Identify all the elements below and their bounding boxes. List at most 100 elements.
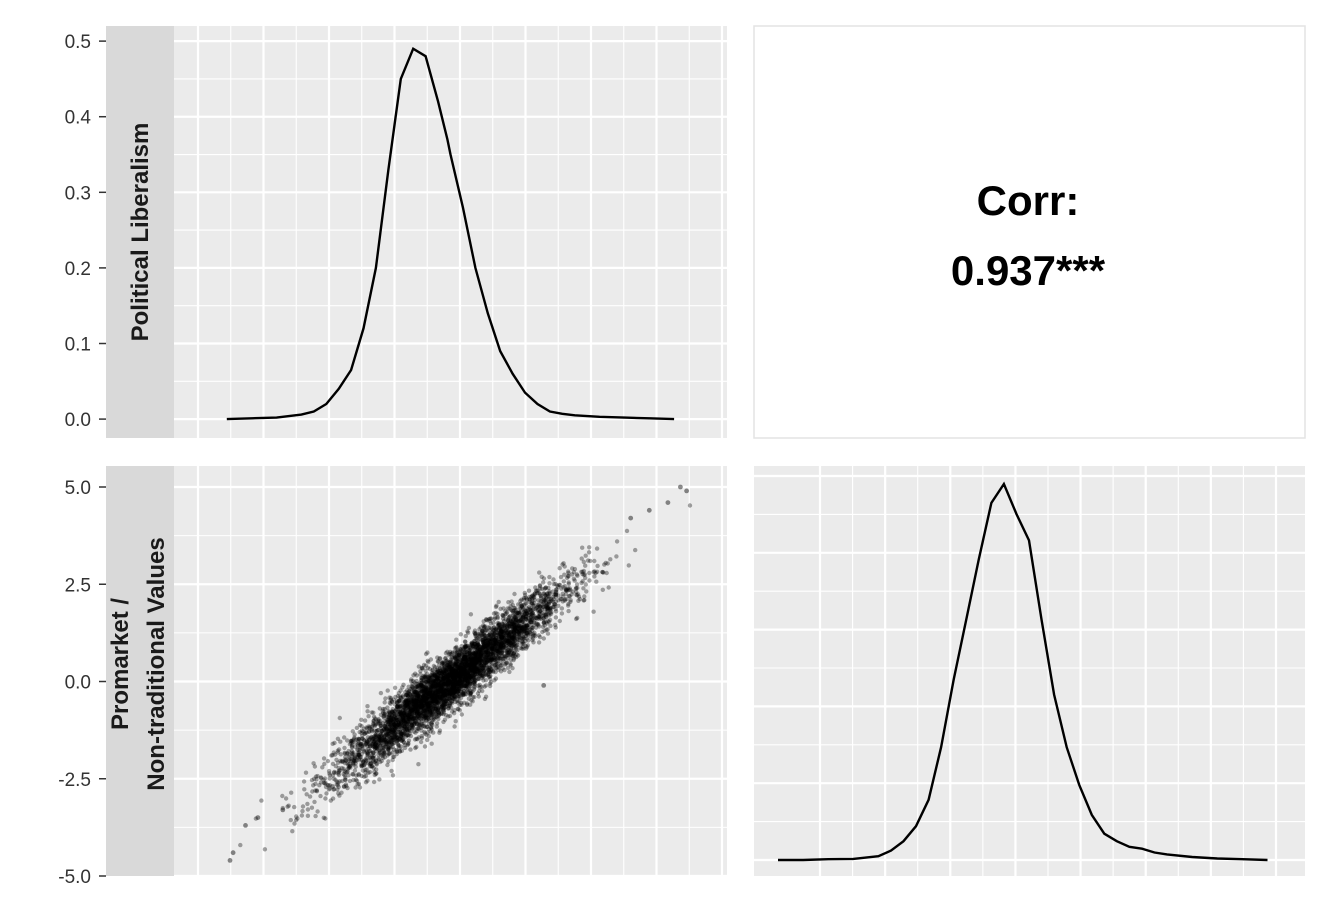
scatter-point [436,701,441,706]
scatter-point [514,617,519,622]
scatter-point [518,628,523,633]
scatter-point [460,671,465,676]
scatter-point [464,643,470,648]
scatter-point [463,646,468,651]
scatter-point [684,488,689,494]
scatter-point [379,758,384,764]
scatter-point [407,708,412,713]
scatter-point [389,713,395,718]
scatter-point [400,715,405,721]
scatter-point [365,709,370,714]
scatter-point [494,646,499,651]
scatter-point [514,626,520,632]
scatter-point [442,675,447,681]
scatter-point [460,681,465,686]
scatter-point [333,777,338,782]
scatter-point [532,591,538,596]
scatter-point [511,615,516,620]
scatter-point [398,699,403,704]
scatter-point [437,687,442,692]
scatter-point [469,661,475,666]
scatter-point [415,693,420,699]
scatter-point [526,622,532,627]
scatter-point [430,705,436,711]
scatter-point [468,684,473,689]
scatter-point [353,744,358,750]
scatter-point [561,579,566,584]
scatter-point [466,625,472,631]
scatter-point [441,661,446,667]
scatter-point [438,689,443,694]
scatter-point [518,606,524,611]
scatter-point [414,711,419,716]
scatter-point [436,676,442,681]
scatter-point [468,612,474,617]
scatter-point [509,635,515,641]
scatter-point [431,663,437,669]
scatter-point [448,674,454,679]
scatter-point [446,678,452,683]
scatter-point [433,686,438,691]
scatter-point [342,761,348,766]
strip-political-liberalism [106,26,174,438]
scatter-point [409,722,415,728]
scatter-point [458,671,463,676]
scatter-point [606,585,611,590]
scatter-point [342,784,347,789]
scatter-point [452,687,457,692]
scatter-point [436,689,441,694]
scatter-point [389,709,395,714]
scatter-point [477,660,483,665]
scatter-point [470,667,475,673]
scatter-point [423,684,428,689]
scatter-point [530,593,535,598]
scatter-point [453,669,459,675]
scatter-point [430,690,436,695]
scatter-point [538,593,543,598]
scatter-point [413,689,418,694]
scatter-point [495,639,500,644]
scatter-point [562,583,567,589]
scatter-point [427,676,432,682]
scatter-point [427,696,432,701]
scatter-point [528,607,533,613]
scatter-point [435,700,440,705]
scatter-point [400,694,405,700]
scatter-point [354,778,360,783]
scatter-point [444,687,450,692]
scatter-point [440,678,446,683]
scatter-point [504,652,510,658]
scatter-point [385,746,391,752]
scatter-point [321,815,326,820]
scatter-point [312,764,318,769]
scatter-point [416,693,421,698]
scatter-point [454,682,460,687]
scatter-point [495,616,500,621]
scatter-point [405,704,411,709]
scatter-points [227,484,693,863]
y-tick-label: 0.1 [65,335,91,356]
scatter-point [456,707,461,712]
scatter-point [473,659,478,664]
scatter-point [478,668,483,673]
scatter-point [423,690,428,695]
scatter-point [488,636,494,642]
scatter-point [386,731,391,736]
scatter-point [541,683,547,688]
scatter-point [451,681,457,686]
scatter-point [501,629,506,635]
scatter-point [453,663,459,668]
scatter-point [539,605,544,610]
scatter-point [481,642,486,647]
scatter-point [434,695,439,700]
scatter-point [394,700,399,705]
scatter-point [420,693,426,698]
scatter-point [526,588,532,593]
scatter-point [553,581,558,587]
scatter-point [453,660,458,665]
scatter-point [442,670,447,675]
scatter-point [303,770,309,775]
scatter-point [467,661,473,666]
scatter-point [462,674,468,679]
scatter-point [330,773,336,778]
